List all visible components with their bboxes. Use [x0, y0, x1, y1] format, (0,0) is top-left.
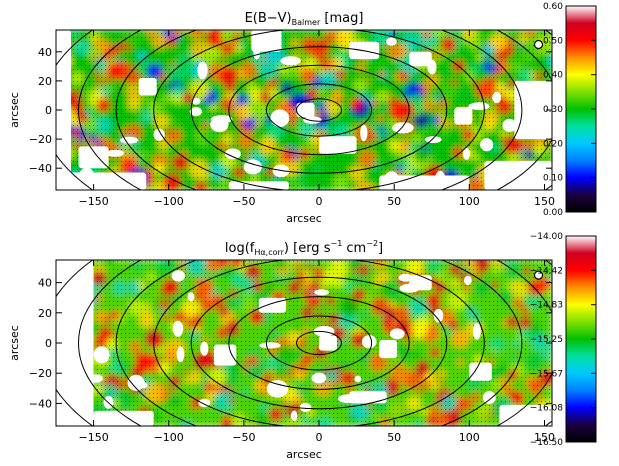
- beam-marker: [533, 39, 544, 50]
- colorbar-tick-label: −14.83: [530, 301, 563, 311]
- y-tick-label: 20: [38, 75, 52, 88]
- annulus-ring-6: [78, 30, 552, 190]
- x-tick-label: 100: [459, 431, 480, 444]
- annulus-ring-5: [115, 30, 523, 190]
- x-tick-label: 100: [459, 195, 480, 208]
- annulus-ring-1: [265, 315, 373, 371]
- panel-2-colorbar: −14.00 −14.42 −14.83 −15.25 −15.67 −16.08 −16.…: [530, 232, 597, 448]
- x-tick-label: −100: [154, 195, 184, 208]
- colorbar-tick-label: 0.10: [543, 174, 563, 184]
- annulus-ring-2: [228, 64, 410, 156]
- annulus-ellipses: [56, 30, 552, 190]
- annulus-ring-1: [265, 83, 373, 137]
- y-tick-label: −20: [29, 133, 52, 146]
- colorbar-tick-label: −16.50: [530, 438, 564, 448]
- annulus-ring-6: [78, 260, 552, 426]
- x-tick-label: 150: [534, 431, 555, 444]
- annulus-ring-4: [153, 30, 485, 190]
- x-tick-label: −50: [232, 195, 255, 208]
- y-tick-label: 40: [38, 46, 52, 59]
- panel-2-title: log(fHα,corr) [erg s−1 cm−2]: [225, 239, 383, 257]
- panel-1-map: [56, 30, 552, 190]
- colorbar-tick-label: −14.42: [530, 266, 563, 276]
- panel-2-ylabel: arcsec: [8, 325, 21, 361]
- colorbar-tick-label: 0.50: [543, 36, 563, 46]
- colorbar-tick-label: 0.20: [543, 139, 563, 149]
- panel-halpha: log(fHα,corr) [erg s−1 cm−2] −150 −100 −50…: [8, 232, 597, 461]
- panel-1-ylabel: arcsec: [8, 92, 21, 128]
- y-tick-label: −20: [29, 367, 52, 380]
- colorbar-tick-label: −14.00: [530, 232, 564, 242]
- colorbar-tick-label: 0.00: [543, 208, 563, 218]
- x-tick-label: −150: [78, 431, 108, 444]
- x-tick-label: −150: [78, 195, 108, 208]
- panel-1-title: E(B−V)Balmer [mag]: [245, 11, 364, 27]
- annulus-ring-0: [296, 98, 342, 122]
- panel-2-xlabel: arcsec: [286, 448, 322, 461]
- beam-marker: [533, 270, 544, 280]
- colorbar-tick-label: 0.30: [543, 105, 563, 115]
- panel-2-axes: −150 −100 −50 0 50 100 150 −40 −20 0 20 40: [29, 260, 555, 444]
- annulus-ring-4: [153, 260, 485, 426]
- annulus-ring-2: [228, 296, 410, 390]
- colorbar-tick-label: −16.08: [530, 404, 564, 414]
- annulus-ring-3: [190, 46, 448, 174]
- panel-1-colorbar: 0.60 0.50 0.40 0.30 0.20 0.10 0.00: [543, 2, 597, 218]
- panel-1-xlabel: arcsec: [286, 212, 322, 225]
- masked-regions: [56, 260, 552, 426]
- y-tick-label: −40: [29, 397, 52, 410]
- masked-regions: [56, 30, 552, 190]
- x-tick-label: 0: [316, 431, 323, 444]
- y-tick-label: 0: [45, 337, 52, 350]
- y-tick-label: 20: [38, 307, 52, 320]
- y-tick-label: −40: [29, 162, 52, 175]
- annulus-ring-5: [115, 260, 523, 426]
- panel-ebv: E(B−V)Balmer [mag] −150 −100 −50 0 50 100 150−…: [8, 2, 597, 225]
- annulus-ellipses: [56, 260, 552, 426]
- colorbar-tick-label: 0.60: [543, 2, 563, 12]
- colorbar-tick-label: −15.25: [530, 335, 563, 345]
- panel-2-map: [56, 260, 552, 426]
- x-tick-label: −50: [232, 431, 255, 444]
- colorbar-tick-label: 0.40: [543, 71, 563, 81]
- x-tick-label: 0: [316, 195, 323, 208]
- x-tick-label: −100: [154, 431, 184, 444]
- dot-overlay: [56, 260, 552, 426]
- x-tick-label: 150: [534, 195, 555, 208]
- annulus-ring-0: [296, 330, 342, 356]
- annulus-ring-3: [190, 276, 448, 410]
- x-tick-label: 50: [387, 195, 401, 208]
- colorbar-tick-label: −15.67: [530, 369, 563, 379]
- x-tick-label: 50: [387, 431, 401, 444]
- y-tick-label: 40: [38, 277, 52, 290]
- y-tick-label: 0: [45, 104, 52, 117]
- panel-1-axes: −150 −100 −50 0 50 100 150 −40 −20 0 20 40: [29, 30, 555, 208]
